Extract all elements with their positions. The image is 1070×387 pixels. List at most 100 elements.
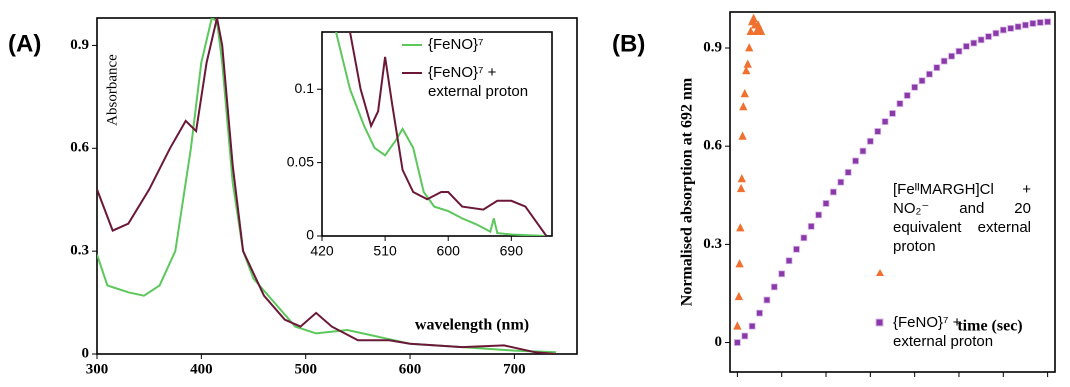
marker [926, 70, 933, 78]
marker [736, 183, 746, 193]
x-tick-label: 90 [863, 385, 878, 387]
x-tick-label: 30 [774, 385, 789, 387]
marker [742, 66, 751, 75]
marker [1007, 24, 1015, 32]
marker [999, 26, 1007, 34]
marker [735, 259, 744, 268]
marker [859, 147, 867, 155]
x-tick-label: 600 [399, 361, 422, 377]
x-tick-label: 420 [310, 243, 334, 259]
legend-marker [875, 318, 884, 327]
x-tick-label: 210 [1036, 385, 1059, 387]
marker [866, 137, 874, 145]
x-tick-label: 120 [903, 385, 926, 387]
y-tick-label: 0.6 [70, 140, 89, 156]
y-tick-label: 0.05 [287, 153, 314, 169]
marker [778, 270, 786, 278]
x-tick-label: 500 [294, 361, 317, 377]
marker [743, 59, 752, 68]
marker [738, 131, 747, 140]
marker [985, 33, 992, 40]
x-tick-label: 600 [437, 243, 461, 259]
marker [734, 291, 744, 301]
marker [918, 77, 926, 85]
marker [1022, 21, 1029, 29]
legend-label: {FeNO}⁷ [428, 36, 484, 53]
marker [1044, 18, 1052, 26]
y-tick-label: 0 [82, 345, 90, 361]
legend-label: {FeNO}⁷ + external proton [893, 314, 994, 350]
panel-label: (B) [612, 30, 645, 57]
marker [830, 188, 837, 196]
marker [903, 92, 911, 99]
x-tick-label: 690 [500, 243, 524, 259]
marker [977, 36, 985, 44]
y-tick-label: 0 [306, 227, 314, 243]
y-tick-label: 0.9 [703, 39, 722, 55]
x-tick-label: 60 [819, 385, 834, 387]
y-axis-label: Absorbance [104, 54, 120, 126]
marker [1029, 20, 1037, 27]
marker [1036, 19, 1044, 26]
legend-label: [FeᴵᴵMARGH]Cl + NO₂⁻ and 20 equivalent e… [893, 181, 1031, 255]
plot-area [729, 11, 1056, 373]
marker [800, 234, 808, 242]
marker [737, 174, 746, 183]
marker [746, 26, 755, 36]
y-tick-label: 0.3 [70, 243, 89, 259]
y-tick-label: 0.3 [703, 236, 722, 252]
marker [837, 178, 845, 186]
marker [739, 102, 748, 111]
marker [852, 157, 859, 165]
marker [881, 118, 889, 126]
marker [933, 64, 941, 72]
marker [756, 309, 763, 317]
marker [1014, 23, 1022, 31]
x-tick-label: 300 [86, 361, 109, 377]
x-axis-label: time (sec) [957, 318, 1022, 335]
marker [733, 321, 742, 330]
marker [763, 296, 771, 304]
panel-label: (A) [8, 30, 41, 57]
line [349, 32, 548, 236]
line [97, 18, 557, 354]
marker [962, 42, 970, 50]
panel: 420 510 600 690 0 0.05 0.1 [287, 31, 553, 259]
marker [745, 43, 754, 52]
x-tick-label: 400 [190, 361, 213, 377]
marker [948, 52, 955, 60]
x-axis-label: wavelength (nm) [415, 317, 529, 334]
marker [740, 88, 749, 98]
marker [793, 245, 800, 253]
x-tick-label: 700 [503, 361, 526, 377]
x-tick-label: 150 [948, 385, 971, 387]
marker [785, 257, 793, 265]
marker [874, 128, 882, 135]
line [97, 18, 557, 354]
y-tick-label: 0.9 [70, 37, 89, 53]
x-tick-label: 510 [373, 243, 397, 259]
legend-label: {FeNO}⁷ + external proton [428, 64, 529, 100]
marker [741, 332, 749, 340]
marker [844, 168, 852, 176]
marker [911, 83, 919, 91]
x-tick-label: 0 [734, 385, 742, 387]
marker [748, 322, 756, 330]
marker [770, 283, 778, 291]
marker [822, 200, 830, 207]
y-tick-label: 0.1 [295, 80, 315, 96]
marker [749, 13, 758, 22]
y-tick-label: 0.6 [703, 138, 722, 154]
legend-marker [876, 269, 884, 276]
marker [756, 26, 766, 36]
marker [736, 223, 745, 232]
marker [815, 211, 823, 219]
panel: 0 30 60 90 120 150 180 210 0 0.3 0.6 0.9 (B) Normalis… [612, 11, 1059, 387]
marker [733, 339, 741, 346]
marker [992, 29, 1000, 37]
marker [889, 110, 896, 117]
marker [955, 47, 963, 55]
marker [940, 57, 948, 65]
